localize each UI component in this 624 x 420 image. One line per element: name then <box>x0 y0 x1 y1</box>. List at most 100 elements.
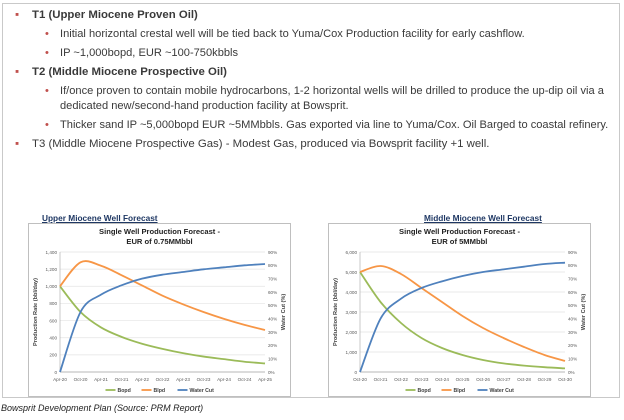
x-tick-label: Apr-20 <box>53 377 67 382</box>
bullet-t2-sub-1: • If/once proven to contain mobile hydroc… <box>8 84 612 114</box>
x-tick-label: Oct-24 <box>238 377 252 382</box>
series-line-water-cut <box>359 261 566 373</box>
x-tick-label: Oct-21 <box>374 377 388 382</box>
bullet-t1-sub-1-text: Initial horizontal crestal well will be … <box>60 28 525 40</box>
x-tick-label: Oct-26 <box>476 377 490 382</box>
x-tick-label: Oct-25 <box>456 377 470 382</box>
y2-tick-label: 10% <box>268 356 277 361</box>
x-tick-label: Apr-22 <box>135 377 149 382</box>
x-tick-label: Oct-29 <box>538 377 552 382</box>
y-tick-label: 800 <box>49 301 57 306</box>
legend-label-blpd: Blpd <box>154 388 166 394</box>
middle-chart-heading: Middle Miocene Well Forecast <box>424 213 542 223</box>
y2-tick-label: 90% <box>568 250 577 255</box>
x-tick-label: Oct-21 <box>115 377 129 382</box>
bullet-t1-sub-2-text: IP ~1,000bopd, EUR ~100-750kbbls <box>60 47 239 59</box>
y2-tick-label: 80% <box>568 263 577 268</box>
sub-bullet-marker-icon: • <box>45 85 49 97</box>
series-line-bopd <box>59 285 266 365</box>
chart-title: Single Well Production Forecast - <box>99 227 220 236</box>
y2-tick-label: 10% <box>568 356 577 361</box>
legend-label-blpd: Blpd <box>454 388 466 394</box>
y-axis-title: Production Rate (bbl/day) <box>33 278 39 346</box>
x-tick-label: Oct-20 <box>74 377 88 382</box>
bullet-t2-sub-1-text: If/once proven to contain mobile hydroca… <box>60 85 604 112</box>
chart-frame <box>328 223 591 397</box>
x-tick-label: Oct-20 <box>353 377 367 382</box>
y-tick-label: 0 <box>354 370 357 375</box>
legend-label-water-cut: Water Cut <box>490 388 515 394</box>
middle-chart-svg: Single Well Production Forecast -EUR of … <box>328 223 591 397</box>
y-tick-label: 4,000 <box>346 290 358 295</box>
y2-tick-label: 40% <box>568 316 577 321</box>
upper-chart: Single Well Production Forecast - EUR of … <box>28 223 291 397</box>
y-axis-title: Production Rate (bbl/day) <box>333 278 339 346</box>
y-tick-label: 600 <box>49 318 57 323</box>
x-tick-label: Oct-30 <box>558 377 572 382</box>
series-line-blpd <box>359 265 566 362</box>
bullet-t2-sub-2: • Thicker sand IP ~5,000bopd EUR ~5MMbbls… <box>8 118 612 133</box>
bullet-t3: ▪ T3 (Middle Miocene Prospective Gas) - M… <box>8 137 612 152</box>
chart-subtitle: EUR of 0.75MMbbl <box>126 237 192 246</box>
y2-tick-label: 60% <box>268 290 277 295</box>
y-tick-label: 1,200 <box>46 267 58 272</box>
middle-chart: Single Well Production Forecast - EUR of … <box>328 223 591 397</box>
y2-axis-title: Water Cut (%) <box>281 294 287 331</box>
sub-bullet-marker-icon: • <box>45 28 49 40</box>
upper-chart-svg: Single Well Production Forecast -EUR of … <box>28 223 291 397</box>
y2-tick-label: 30% <box>268 330 277 335</box>
legend-label-water-cut: Water Cut <box>190 388 215 394</box>
x-tick-label: Oct-28 <box>517 377 531 382</box>
legend-label-bopd: Bopd <box>418 388 431 394</box>
bullet-t1: ▪ T1 (Upper Miocene Proven Oil) <box>8 8 612 23</box>
bullet-marker-icon: ▪ <box>15 66 20 78</box>
y2-tick-label: 20% <box>268 343 277 348</box>
x-tick-label: Oct-27 <box>497 377 511 382</box>
y2-tick-label: 20% <box>568 343 577 348</box>
y2-tick-label: 70% <box>568 276 577 281</box>
bullet-marker-icon: ▪ <box>15 9 20 21</box>
y2-tick-label: 30% <box>568 330 577 335</box>
bullet-t2: ▪ T2 (Middle Miocene Prospective Oil) <box>8 65 612 80</box>
x-tick-label: Oct-23 <box>415 377 429 382</box>
y-tick-label: 1,000 <box>346 350 358 355</box>
series-line-blpd <box>59 260 266 331</box>
y-tick-label: 200 <box>49 353 57 358</box>
y-tick-label: 3,000 <box>346 310 358 315</box>
y2-tick-label: 60% <box>568 290 577 295</box>
y2-tick-label: 50% <box>268 303 277 308</box>
chart-subtitle: EUR of 5MMbbl <box>432 237 488 246</box>
x-tick-label: Oct-22 <box>156 377 170 382</box>
chart-title: Single Well Production Forecast - <box>399 227 520 236</box>
upper-chart-heading: Upper Miocene Well Forecast <box>42 213 158 223</box>
x-tick-label: Apr-21 <box>94 377 108 382</box>
y2-tick-label: 80% <box>268 263 277 268</box>
x-tick-label: Apr-23 <box>176 377 190 382</box>
y2-tick-label: 0% <box>268 370 275 375</box>
y-tick-label: 1,000 <box>46 284 58 289</box>
y-tick-label: 2,000 <box>346 330 358 335</box>
y2-tick-label: 70% <box>268 276 277 281</box>
y2-tick-label: 40% <box>268 316 277 321</box>
x-tick-label: Oct-23 <box>197 377 211 382</box>
y-tick-label: 400 <box>49 336 57 341</box>
bullet-list: ▪ T1 (Upper Miocene Proven Oil) • Initial … <box>8 8 612 156</box>
y2-tick-label: 90% <box>268 250 277 255</box>
series-line-water-cut <box>59 263 266 373</box>
bullet-t2-text: T2 (Middle Miocene Prospective Oil) <box>32 66 227 78</box>
y-tick-label: 6,000 <box>346 250 358 255</box>
bullet-marker-icon: ▪ <box>15 138 20 150</box>
legend-label-bopd: Bopd <box>118 388 131 394</box>
x-tick-label: Oct-24 <box>435 377 449 382</box>
y2-axis-title: Water Cut (%) <box>581 294 587 331</box>
y2-tick-label: 50% <box>568 303 577 308</box>
x-tick-label: Oct-22 <box>394 377 408 382</box>
bullet-t1-sub-1: • Initial horizontal crestal well will be… <box>8 27 612 42</box>
bullet-t1-text: T1 (Upper Miocene Proven Oil) <box>32 9 198 21</box>
bullet-t1-sub-2: • IP ~1,000bopd, EUR ~100-750kbbls <box>8 46 612 61</box>
x-tick-label: Apr-24 <box>217 377 231 382</box>
sub-bullet-marker-icon: • <box>45 119 49 131</box>
sub-bullet-marker-icon: • <box>45 47 49 59</box>
bullet-t3-text: T3 (Middle Miocene Prospective Gas) - Mo… <box>32 138 490 150</box>
slide-frame <box>2 3 620 398</box>
